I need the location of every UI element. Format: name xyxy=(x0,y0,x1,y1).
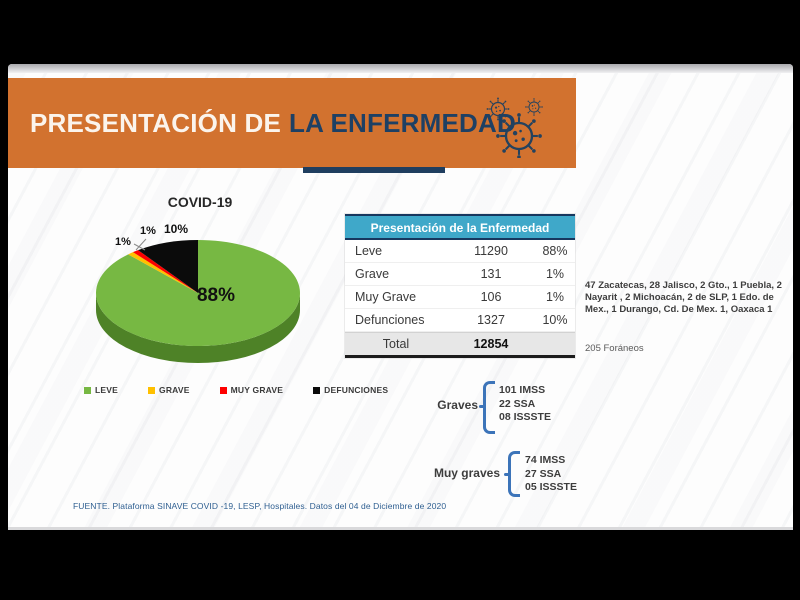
muy-graves-item: 27 SSA xyxy=(525,467,562,480)
title-accent-bar xyxy=(303,167,445,173)
graves-item: 08 ISSSTE xyxy=(499,411,551,423)
slide-bottom-edge xyxy=(8,527,793,530)
row-value: 11290 xyxy=(474,244,508,258)
row-label: Muy Grave xyxy=(355,290,417,304)
foraneos-note: 205 Foráneos xyxy=(585,343,644,354)
presentation-table: Presentación de la Enfermedad Leve 11290… xyxy=(345,214,575,358)
table-title: Presentación de la Enfermedad xyxy=(345,216,575,240)
states-note: 47 Zacatecas, 28 Jalisco, 2 Gto., 1 Pueb… xyxy=(585,280,782,315)
muy-graves-item: 74 IMSS xyxy=(525,454,566,466)
table-total-row: Total 12854 xyxy=(345,332,575,355)
page-title: PRESENTACIÓN DE LA ENFERMEDAD xyxy=(30,78,516,168)
slide-top-edge xyxy=(8,64,793,73)
muy-graves-dash xyxy=(504,473,511,476)
legend-label: DEFUNCIONES xyxy=(324,385,389,395)
legend-swatch xyxy=(148,386,156,394)
page-title-bold: LA ENFERMEDAD xyxy=(289,108,516,138)
legend-label: LEVE xyxy=(95,385,119,395)
pie-legend: LEVE GRAVE MUY GRAVE DEFUNCIONES xyxy=(84,385,404,395)
legend-item-defunciones: DEFUNCIONES xyxy=(313,385,388,395)
source-note: FUENTE. Plataforma SINAVE COVID -19, LES… xyxy=(73,501,447,511)
slide: PRESENTACIÓN DE LA ENFERMEDAD COVID-19 88… xyxy=(8,64,793,530)
row-pct: 1% xyxy=(545,290,565,304)
graves-item: 22 SSA xyxy=(499,397,536,410)
row-label: Grave xyxy=(355,267,390,281)
graves-brace-icon xyxy=(483,381,495,434)
muy-graves-brace-icon xyxy=(508,451,520,497)
pie-label-muy-grave: 1% xyxy=(140,225,156,237)
legend-item-muy-grave: MUY GRAVE xyxy=(219,385,284,395)
table-row: Leve 11290 88% xyxy=(345,240,575,263)
table-row: Grave 131 1% xyxy=(345,263,575,286)
pie-label-defunciones: 10% xyxy=(163,222,189,236)
total-value: 12854 xyxy=(473,337,509,351)
total-label: Total xyxy=(382,337,410,351)
row-value: 131 xyxy=(480,267,502,281)
pie-label-leve: 88% xyxy=(196,285,236,306)
graves-dash xyxy=(479,405,486,408)
graves-items: 101 IMSS 22 SSA 08 ISSSTE xyxy=(499,384,551,425)
legend-label: MUY GRAVE xyxy=(230,385,284,395)
row-pct: 10% xyxy=(542,313,568,327)
table-row: Defunciones 1327 10% xyxy=(345,309,575,332)
chart-title: COVID-19 xyxy=(167,194,233,210)
graves-label: Graves xyxy=(437,398,478,412)
legend-item-leve: LEVE xyxy=(84,385,118,395)
header-banner: PRESENTACIÓN DE LA ENFERMEDAD xyxy=(8,78,576,168)
pie-svg xyxy=(95,238,300,363)
row-value: 1327 xyxy=(477,313,505,327)
legend-swatch xyxy=(219,386,227,394)
row-pct: 1% xyxy=(545,267,565,281)
row-value: 106 xyxy=(480,290,502,304)
muy-graves-items: 74 IMSS 27 SSA 05 ISSSTE xyxy=(525,454,577,495)
muy-graves-label: Muy graves xyxy=(433,466,500,480)
muy-graves-item: 05 ISSSTE xyxy=(525,481,577,493)
virus-icon xyxy=(486,97,543,158)
pie-chart xyxy=(93,235,307,378)
graves-item: 101 IMSS xyxy=(499,384,546,396)
legend-item-grave: GRAVE xyxy=(148,385,190,395)
row-label: Leve xyxy=(355,244,383,258)
row-pct: 88% xyxy=(542,244,568,258)
page-title-regular: PRESENTACIÓN DE xyxy=(30,108,281,138)
table-row: Muy Grave 106 1% xyxy=(345,286,575,309)
pie-label-grave: 1% xyxy=(115,236,131,248)
legend-swatch xyxy=(84,386,91,394)
row-label: Defunciones xyxy=(355,313,425,327)
legend-swatch xyxy=(313,386,321,394)
legend-label: GRAVE xyxy=(159,385,190,395)
